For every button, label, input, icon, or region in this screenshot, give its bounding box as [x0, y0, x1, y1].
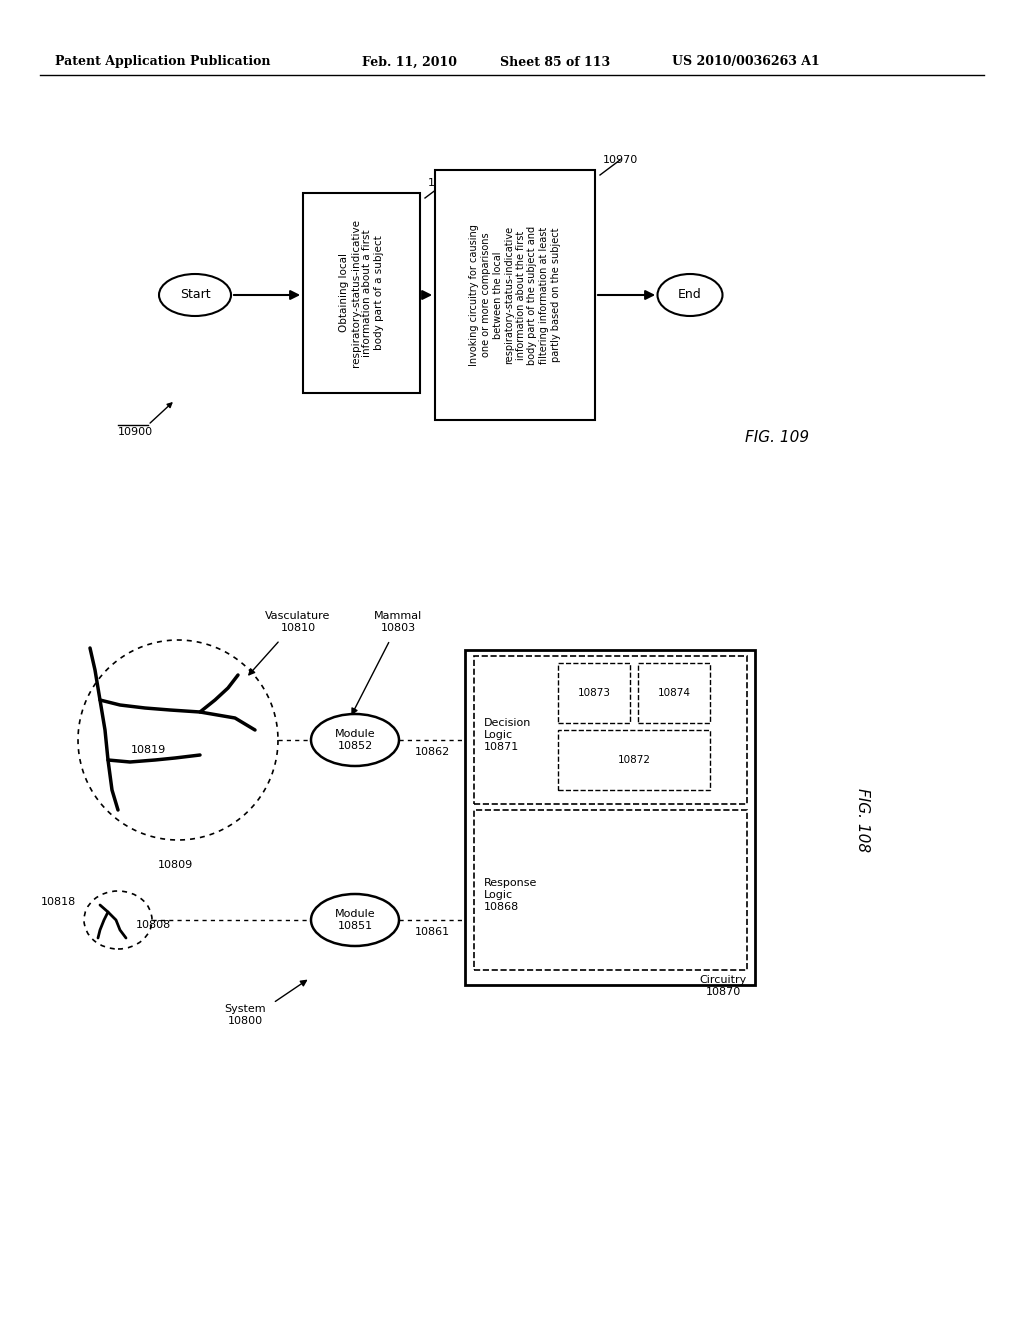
Text: 10808: 10808: [136, 920, 171, 931]
Ellipse shape: [657, 275, 723, 315]
Text: Decision
Logic
10871: Decision Logic 10871: [484, 718, 531, 751]
Text: 10818: 10818: [41, 898, 76, 907]
Text: Invoking circuitry for causing
one or more comparisons
between the local
respira: Invoking circuitry for causing one or mo…: [469, 224, 560, 366]
Text: 10873: 10873: [578, 688, 610, 698]
Text: 10861: 10861: [415, 927, 450, 937]
Text: Response
Logic
10868: Response Logic 10868: [484, 878, 538, 912]
FancyBboxPatch shape: [303, 193, 420, 393]
Text: Start: Start: [179, 289, 210, 301]
Text: Sheet 85 of 113: Sheet 85 of 113: [500, 55, 610, 69]
Text: 10819: 10819: [130, 744, 166, 755]
Ellipse shape: [84, 891, 152, 949]
Ellipse shape: [311, 894, 399, 946]
FancyBboxPatch shape: [558, 663, 630, 723]
Text: US 2010/0036263 A1: US 2010/0036263 A1: [672, 55, 820, 69]
FancyBboxPatch shape: [474, 656, 746, 804]
Text: 10874: 10874: [657, 688, 690, 698]
FancyBboxPatch shape: [474, 810, 746, 970]
Text: System
10800: System 10800: [224, 1005, 266, 1026]
FancyBboxPatch shape: [558, 730, 710, 789]
Text: 10940: 10940: [428, 178, 463, 187]
Text: Feb. 11, 2010: Feb. 11, 2010: [362, 55, 457, 69]
Text: Circuitry
10870: Circuitry 10870: [699, 975, 746, 997]
FancyBboxPatch shape: [638, 663, 710, 723]
Text: 10862: 10862: [415, 747, 450, 756]
Ellipse shape: [159, 275, 231, 315]
Text: End: End: [678, 289, 701, 301]
Text: FIG. 108: FIG. 108: [855, 788, 870, 853]
Text: Module
10852: Module 10852: [335, 729, 376, 751]
Text: 10900: 10900: [118, 426, 154, 437]
Text: 10809: 10809: [158, 861, 193, 870]
Text: FIG. 109: FIG. 109: [745, 430, 809, 446]
Text: 10970: 10970: [603, 154, 638, 165]
Text: Mammal
10803: Mammal 10803: [374, 611, 422, 632]
Text: Module
10851: Module 10851: [335, 909, 376, 931]
Text: Patent Application Publication: Patent Application Publication: [55, 55, 270, 69]
Text: 10872: 10872: [617, 755, 650, 766]
Text: Vasculature
10810: Vasculature 10810: [265, 611, 331, 632]
Text: Obtaining local
respiratory-status-indicative
information about a first
body par: Obtaining local respiratory-status-indic…: [339, 219, 384, 367]
FancyBboxPatch shape: [465, 649, 755, 985]
Ellipse shape: [311, 714, 399, 766]
FancyBboxPatch shape: [435, 170, 595, 420]
